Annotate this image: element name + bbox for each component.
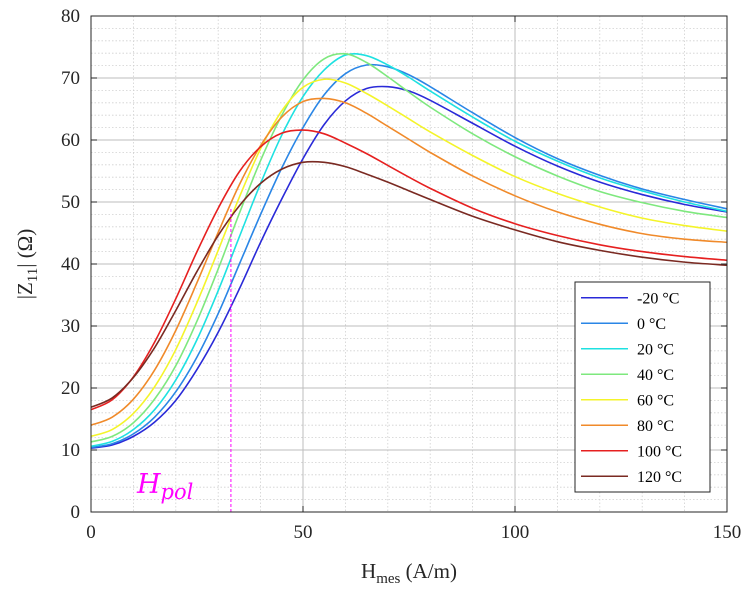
series-line-1 xyxy=(90,63,728,449)
legend-label-1: 0 °C xyxy=(637,316,666,333)
h-pol-subscript: pol xyxy=(161,480,194,504)
x-axis-label-unit: (A/m) xyxy=(400,559,457,583)
x-tick-label: 50 xyxy=(294,522,313,543)
series-lines xyxy=(90,52,728,449)
y-tick-label: 70 xyxy=(61,68,80,89)
x-tick-label: 150 xyxy=(713,522,742,543)
x-tick-label: 0 xyxy=(86,522,96,543)
y-axis-label-unit: | (Ω) xyxy=(13,229,37,268)
y-tick-label: 30 xyxy=(61,316,80,337)
y-tick-label: 10 xyxy=(61,440,80,461)
legend-label-2: 20 °C xyxy=(637,341,674,358)
y-tick-label: 0 xyxy=(71,502,81,523)
legend-label-6: 100 °C xyxy=(637,443,682,460)
h-pol-main: H xyxy=(136,469,161,500)
y-tick-label: 40 xyxy=(61,254,80,275)
x-axis-label-subscript: mes xyxy=(376,571,400,587)
series-line-7 xyxy=(90,160,728,408)
series-line-2 xyxy=(90,52,728,448)
legend-label-5: 80 °C xyxy=(637,418,674,435)
y-tick-label: 60 xyxy=(61,130,80,151)
series-line-6 xyxy=(90,129,728,411)
y-axis-label-main: |Z xyxy=(13,282,37,299)
h-pol-annotation: Hpol xyxy=(136,469,193,504)
x-tick-label: 100 xyxy=(501,522,530,543)
y-axis-label-subscript: 11 xyxy=(25,268,41,282)
legend-label-0: -20 °C xyxy=(637,290,679,307)
y-tick-label: 80 xyxy=(61,6,80,27)
series-line-5 xyxy=(90,97,728,426)
legend-label-7: 120 °C xyxy=(637,469,682,486)
tick-labels: 0 50 100 150 0 10 20 30 40 50 60 70 80 xyxy=(61,6,741,543)
y-tick-label: 50 xyxy=(61,192,80,213)
legend-label-4: 60 °C xyxy=(637,392,674,409)
series-line-0 xyxy=(90,85,728,449)
legend-label-3: 40 °C xyxy=(637,367,674,384)
legend-box xyxy=(574,281,711,493)
y-tick-label: 20 xyxy=(61,378,80,399)
x-axis-label-main: H xyxy=(361,559,376,583)
x-axis-label: Hmes (A/m) xyxy=(361,559,457,587)
series-line-3 xyxy=(90,52,728,443)
series-line-4 xyxy=(90,78,728,438)
legend: -20 °C 0 °C 20 °C 40 °C 60 °C 80 °C 100 °C 120 … xyxy=(574,281,711,493)
y-axis-label: |Z11| (Ω) xyxy=(13,229,41,300)
